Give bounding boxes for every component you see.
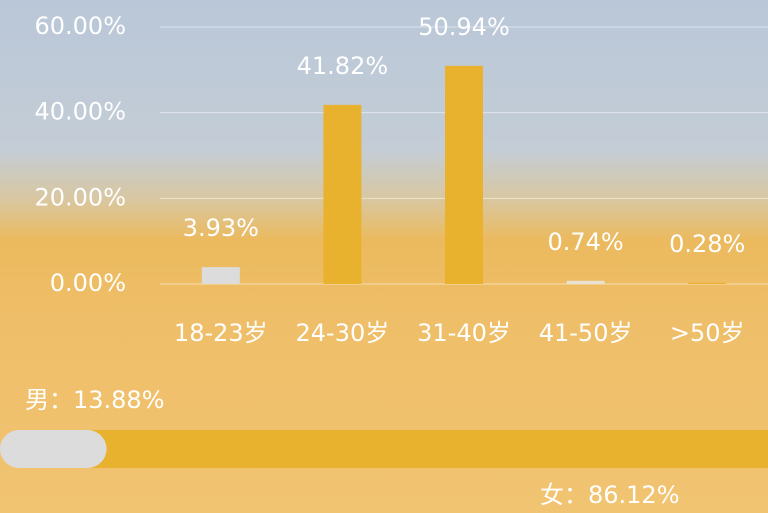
value-label: 0.74% (547, 228, 623, 256)
x-tick-label: 18-23岁 (174, 319, 268, 347)
value-label: 50.94% (418, 13, 510, 41)
chart: 0.00% 20.00% 40.00% 60.00% 18-23岁 3.93% 24-30岁… (0, 0, 768, 513)
y-tick-label: 60.00% (34, 12, 126, 40)
page: 0.00% 20.00% 40.00% 60.00% 18-23岁 3.93% 24-30岁… (0, 0, 768, 513)
x-tick-label: 41-50岁 (539, 319, 633, 347)
y-tick-label: 0.00% (50, 269, 126, 297)
male-bar (0, 430, 107, 468)
bar (688, 283, 726, 284)
female-bar (87, 430, 768, 468)
male-label: 男：13.88% (25, 386, 165, 414)
y-tick-label: 40.00% (34, 98, 126, 126)
bar (445, 66, 483, 284)
value-label: 0.28% (669, 230, 745, 258)
bar (323, 105, 361, 284)
bar (202, 267, 240, 284)
x-tick-label: >50岁 (670, 319, 745, 347)
value-label: 41.82% (297, 52, 389, 80)
bar (567, 281, 605, 284)
x-tick-label: 31-40岁 (417, 319, 511, 347)
y-tick-label: 20.00% (34, 183, 126, 211)
female-label: 女：86.12% (540, 481, 680, 509)
x-tick-label: 24-30岁 (296, 319, 390, 347)
value-label: 3.93% (183, 214, 259, 242)
